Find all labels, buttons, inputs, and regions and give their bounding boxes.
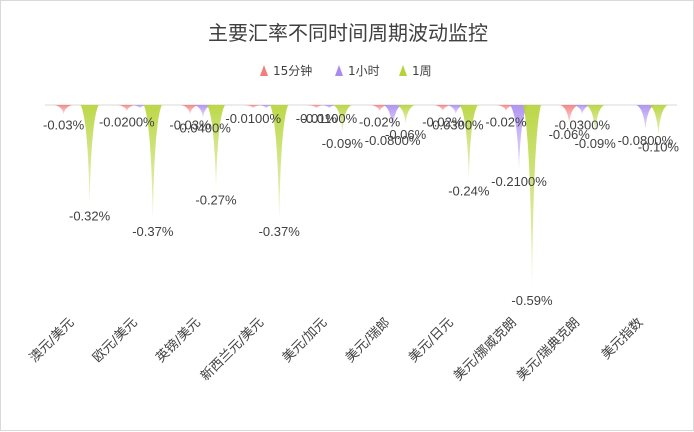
legend-label: 15分钟 <box>273 63 312 78</box>
category-label: 美元指数 <box>599 315 646 362</box>
bar-mark <box>497 105 515 112</box>
bar-mark <box>523 105 541 290</box>
category-label: 美元/加元 <box>280 315 330 365</box>
data-label: -0.02% <box>422 114 464 129</box>
legend-label: 1周 <box>412 64 432 78</box>
bar-mark <box>636 105 655 131</box>
data-label: -0.02% <box>359 114 401 129</box>
bar-mark <box>270 105 289 222</box>
data-label: -0.59% <box>511 293 553 308</box>
category-label: 英镑/美元 <box>153 315 204 366</box>
bar-mark <box>459 105 478 181</box>
data-label: -0.01% <box>296 111 338 126</box>
bar-mark <box>649 105 668 137</box>
bar-mark <box>244 105 263 109</box>
legend-marker <box>335 65 343 76</box>
data-label: -0.06% <box>385 127 427 142</box>
legend-marker <box>260 65 268 76</box>
data-label: -0.0800% <box>365 133 421 148</box>
category-label: 美元/瑞典克朗 <box>514 315 583 384</box>
bar-mark <box>510 105 528 171</box>
bar-mark <box>80 105 99 206</box>
bar-mark <box>586 105 605 134</box>
data-labels: -0.03%-0.32%-0.0200%-0.37%-0.03%-0.0400%… <box>43 111 679 308</box>
bar-mark <box>54 105 73 115</box>
data-label: -0.03% <box>169 117 211 132</box>
bar-mark <box>573 105 592 115</box>
bar-mark <box>333 105 352 134</box>
bar-mark <box>117 105 136 112</box>
bar-mark <box>396 105 415 124</box>
data-label: -0.02% <box>485 114 527 129</box>
bar-mark <box>194 105 212 118</box>
data-label: -0.27% <box>195 193 237 208</box>
data-label: -0.09% <box>322 136 364 151</box>
bar-mark <box>383 105 402 131</box>
chart-title: 主要汇率不同时间周期波动监控 <box>208 21 488 45</box>
bar-mark <box>207 105 225 190</box>
data-label: -0.0300% <box>428 117 484 132</box>
data-label: -0.0800% <box>618 133 674 148</box>
data-label: -0.0100% <box>302 111 358 126</box>
category-label: 新西兰元/美元 <box>197 315 267 385</box>
data-label: -0.37% <box>132 224 174 239</box>
category-label: 澳元/美元 <box>26 315 77 366</box>
bar-mark <box>446 105 465 115</box>
data-label: -0.06% <box>549 127 591 142</box>
data-label: -0.0200% <box>99 114 155 129</box>
data-label: -0.0300% <box>554 117 610 132</box>
data-label: -0.2100% <box>491 174 547 189</box>
bar-mark <box>181 105 199 115</box>
data-label: -0.32% <box>69 208 111 223</box>
data-label: -0.37% <box>259 224 301 239</box>
bar-mark <box>433 105 452 112</box>
bar-mark <box>143 105 162 222</box>
category-label: 欧元/美元 <box>90 315 140 365</box>
bar-mark <box>560 105 579 124</box>
data-label: -0.09% <box>575 136 617 151</box>
data-label: -0.0100% <box>225 111 281 126</box>
chart-legend: 15分钟 1小时 1周 <box>260 63 432 78</box>
legend-item[interactable]: 1小时 <box>335 64 380 78</box>
bar-mark <box>320 105 339 109</box>
data-label: -0.0400% <box>175 121 231 136</box>
category-label: 美元/瑞郎 <box>343 315 393 365</box>
bar-mark <box>307 105 326 109</box>
legend-label: 1小时 <box>348 64 380 78</box>
bar-mark <box>257 105 276 109</box>
bar-mark <box>370 105 389 112</box>
chart-marks <box>54 105 668 290</box>
legend-item[interactable]: 1周 <box>399 64 432 78</box>
data-label: -0.03% <box>43 117 85 132</box>
legend-item[interactable]: 15分钟 <box>260 63 312 78</box>
bar-mark <box>130 105 149 109</box>
data-label: -0.24% <box>448 183 490 198</box>
category-label: 美元/挪威克朗 <box>451 315 520 384</box>
category-label: 美元/日元 <box>406 315 456 365</box>
data-label: -0.10% <box>638 139 680 154</box>
legend-marker <box>399 65 407 76</box>
